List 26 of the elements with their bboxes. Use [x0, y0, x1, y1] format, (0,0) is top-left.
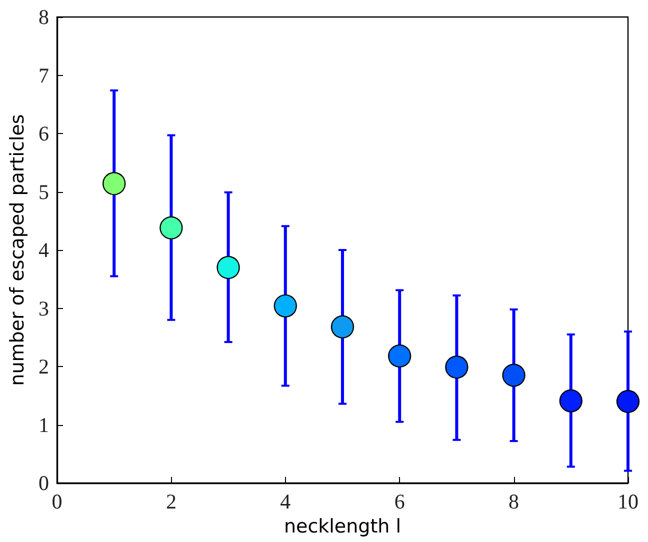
x-tick-label: 2 [166, 490, 176, 514]
y-tick-label: 4 [38, 238, 50, 262]
point [160, 216, 183, 240]
x-tick-label: 10 [618, 490, 638, 514]
point [102, 172, 126, 196]
y-axis-title: number of escaped particles [6, 114, 28, 386]
y-tick-label: 7 [38, 63, 49, 88]
y-tick-label: 6 [38, 122, 49, 146]
y-tick-label: 2 [38, 354, 49, 378]
y-tick-label: 0 [38, 471, 49, 495]
point [445, 355, 468, 379]
y-tick-label: 1 [38, 412, 49, 437]
point [559, 389, 582, 412]
x-axis-title: necklength l [284, 515, 402, 538]
y-tick-label: 3 [38, 296, 49, 320]
point [502, 364, 526, 387]
point [330, 315, 354, 338]
x-tick-label: 6 [394, 490, 405, 514]
y-tick-label: 8 [38, 5, 49, 29]
point [274, 294, 297, 318]
point [216, 256, 240, 280]
point [616, 390, 640, 414]
y-tick-label: 5 [38, 180, 49, 204]
x-tick-label: 8 [508, 490, 520, 514]
x-tick-label: 4 [280, 490, 292, 514]
point [388, 344, 412, 368]
